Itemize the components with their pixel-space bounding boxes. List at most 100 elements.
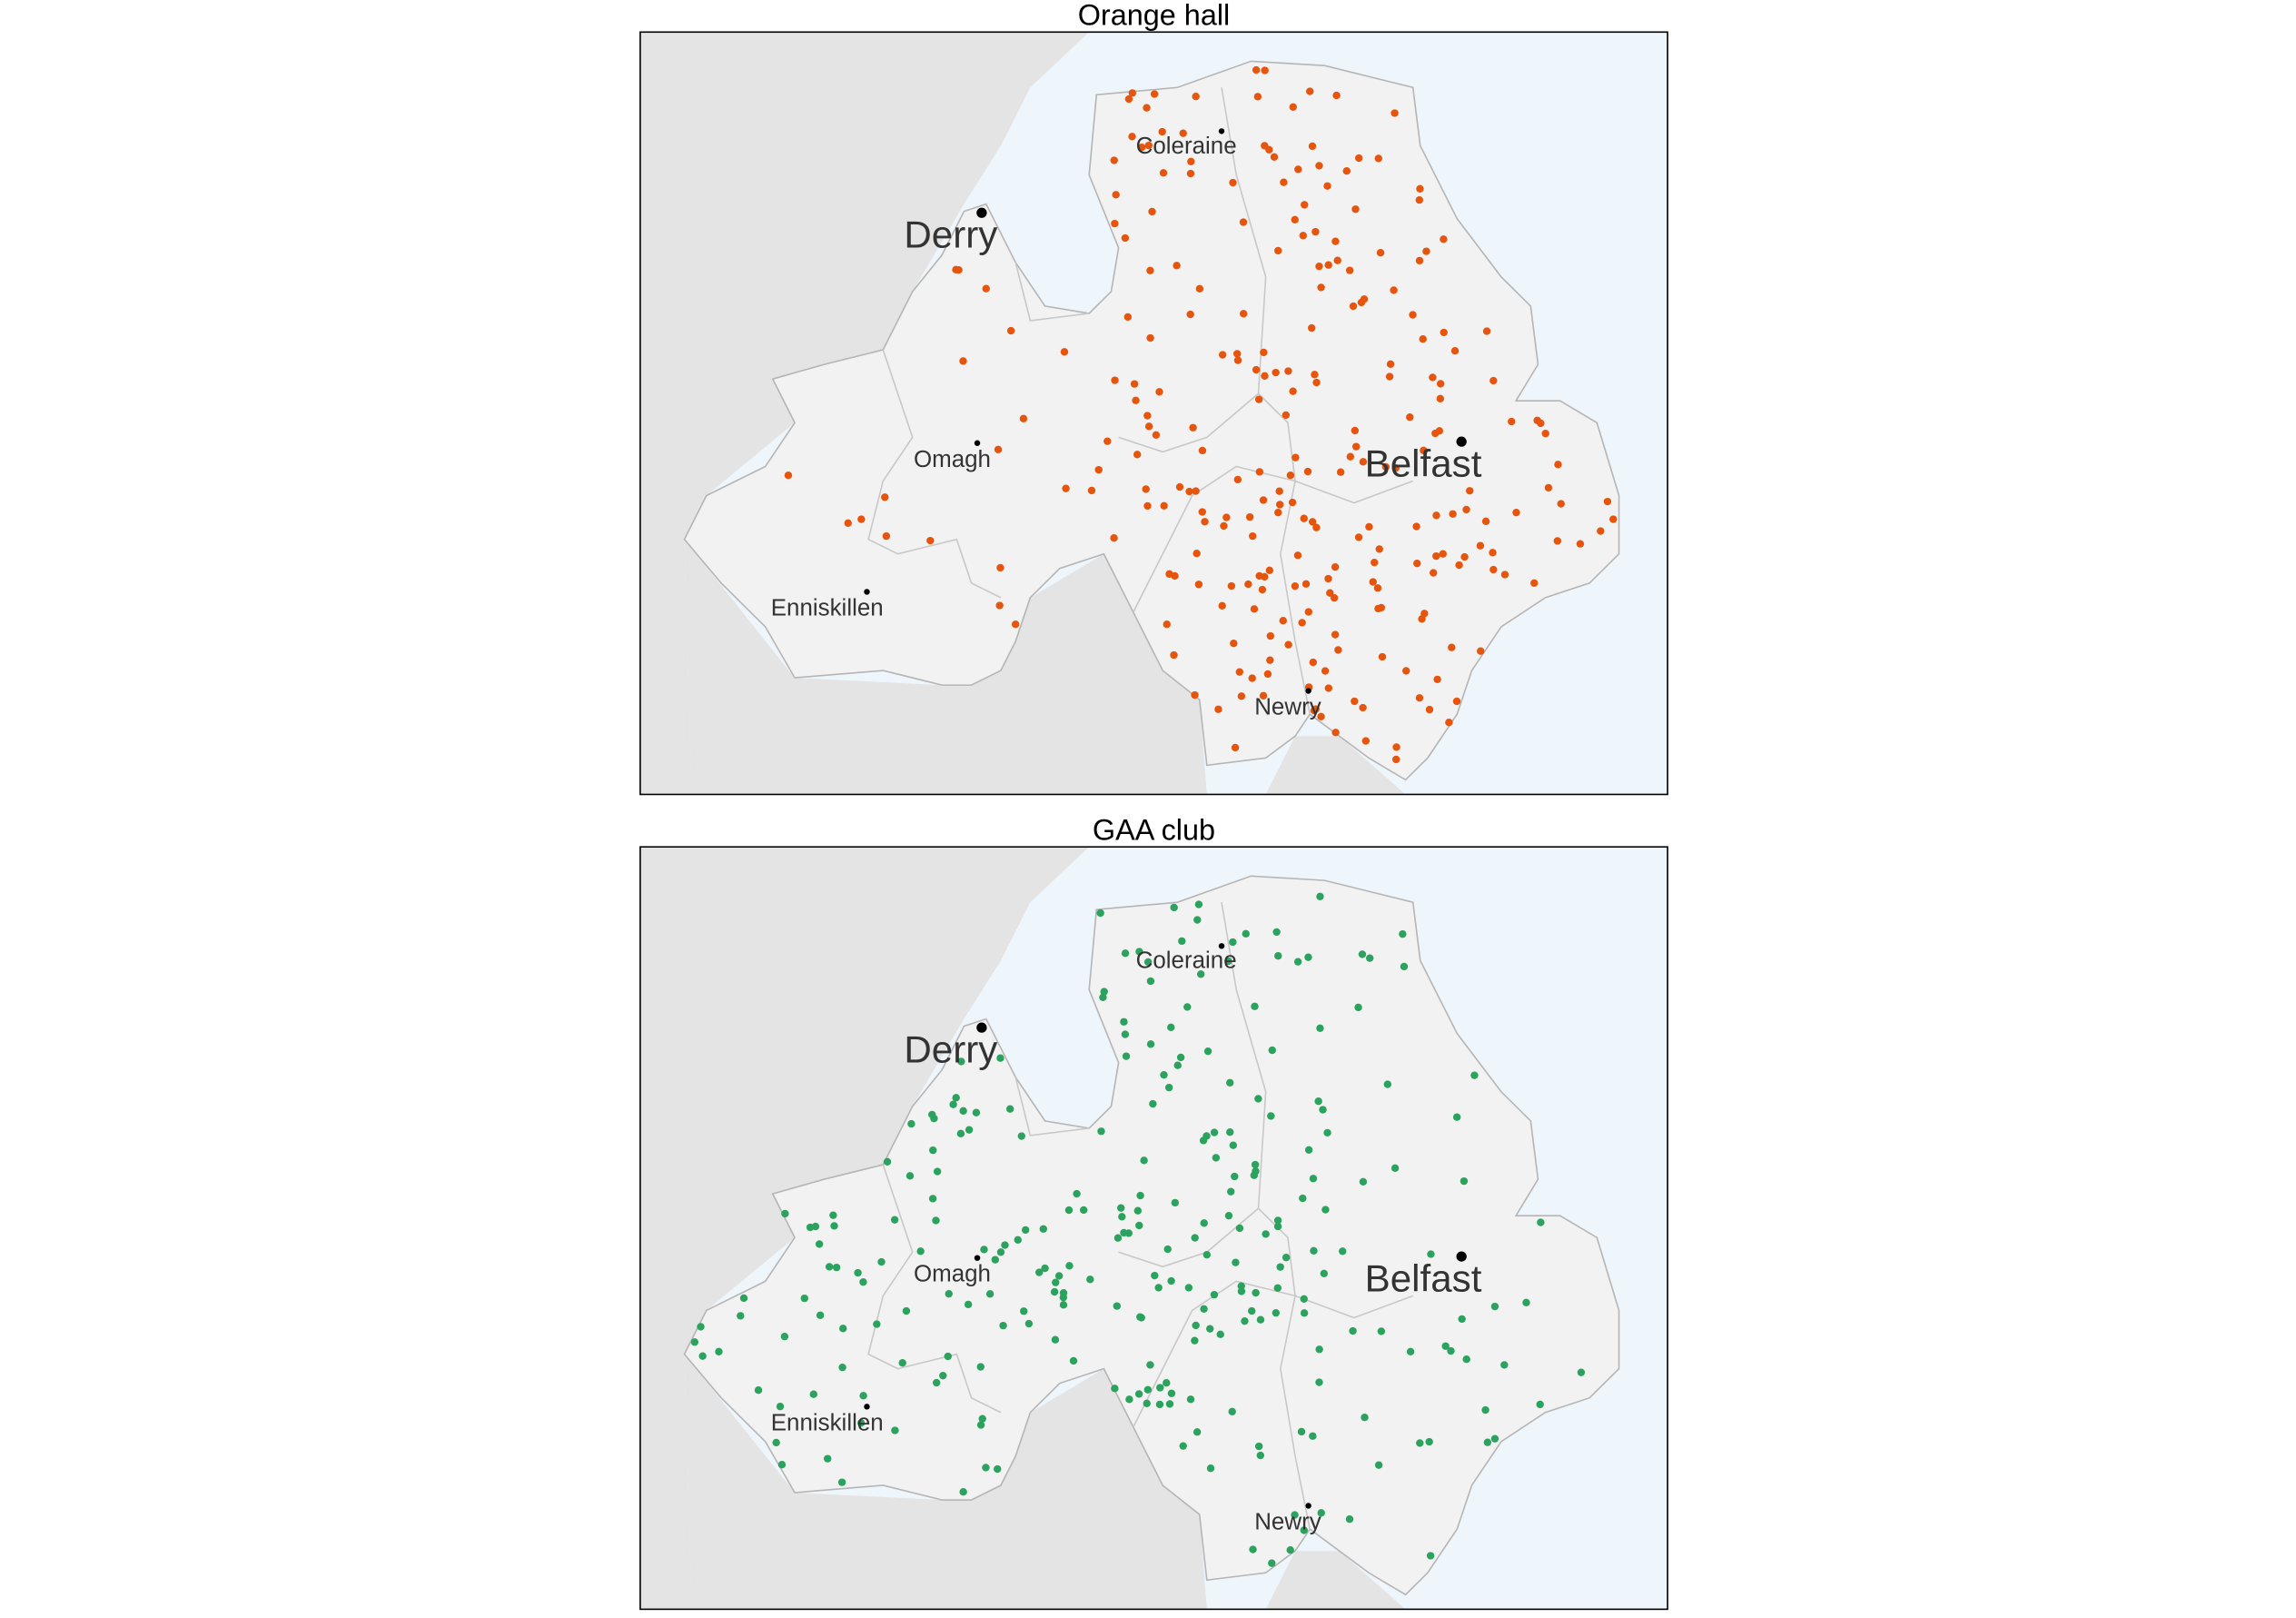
- site-dot: [1229, 938, 1237, 947]
- south-east-land: [1265, 736, 1406, 795]
- site-dot: [1136, 1313, 1144, 1321]
- site-dot: [994, 445, 1003, 454]
- site-dot: [1201, 518, 1209, 526]
- city-dot: [1456, 436, 1467, 447]
- site-dot: [1345, 266, 1354, 274]
- site-dot: [1086, 1276, 1094, 1284]
- site-dot: [1041, 1264, 1049, 1273]
- site-dot: [1135, 1221, 1143, 1230]
- site-dot: [1603, 497, 1612, 506]
- boundary: [1118, 392, 1260, 453]
- site-dot: [902, 1306, 911, 1315]
- site-dot: [1167, 1276, 1175, 1285]
- site-dot: [1316, 892, 1324, 900]
- site-dot: [881, 493, 889, 501]
- site-dot: [859, 1392, 867, 1400]
- site-dot: [1011, 620, 1020, 629]
- site-dot: [832, 1263, 841, 1272]
- site-dot: [1227, 1187, 1235, 1196]
- panel-title: Orange hall: [1078, 0, 1231, 32]
- site-dot: [1346, 452, 1355, 461]
- site-dot: [1256, 1451, 1265, 1460]
- site-dot: [1140, 1156, 1148, 1165]
- site-dot: [1275, 487, 1283, 495]
- site-dot: [844, 519, 852, 528]
- site-dot: [816, 1311, 825, 1319]
- site-dot: [1263, 670, 1272, 679]
- site-dot: [1332, 91, 1341, 100]
- site-dot: [1069, 1356, 1078, 1365]
- site-dot: [907, 1119, 915, 1128]
- site-dot: [1189, 423, 1197, 432]
- site-dot: [1481, 517, 1490, 525]
- site-dot: [1489, 565, 1498, 574]
- site-dot: [1170, 903, 1178, 912]
- site-dot: [1149, 1099, 1157, 1108]
- site-dot: [1203, 1047, 1212, 1056]
- site-dot: [1452, 1113, 1461, 1121]
- map-panel: Orange hall Derry Coleraine Omagh Belfast Enn…: [639, 0, 1668, 796]
- site-dot: [1224, 957, 1232, 966]
- site-dot: [1261, 142, 1269, 150]
- site-dot: [1206, 1325, 1214, 1333]
- boundary: [1133, 1280, 1296, 1428]
- map-inner: Derry Coleraine Omagh Belfast Enniskillen New…: [639, 847, 1668, 1610]
- site-dot: [1250, 1171, 1259, 1179]
- site-dot: [995, 601, 1004, 610]
- site-dot: [1317, 283, 1325, 292]
- site-dot: [815, 1240, 824, 1248]
- site-dot: [1415, 694, 1424, 702]
- site-dot: [1050, 1287, 1059, 1296]
- site-dot: [1200, 1305, 1208, 1314]
- site-dot: [1179, 1442, 1187, 1450]
- site-dot: [856, 1419, 866, 1427]
- site-dot: [1481, 1405, 1489, 1415]
- site-dot: [1143, 958, 1153, 967]
- site-dot: [697, 1323, 705, 1331]
- site-dot: [1059, 1301, 1068, 1309]
- site-dot: [1241, 1316, 1249, 1325]
- site-dot: [1251, 1002, 1259, 1010]
- site-dot: [1255, 571, 1263, 581]
- ni: [683, 60, 1620, 781]
- site-dot: [854, 1268, 862, 1277]
- site-dot: [1229, 1141, 1238, 1149]
- site-dot: [1148, 207, 1156, 216]
- site-dot: [928, 1110, 936, 1119]
- site-dot: [830, 1222, 838, 1230]
- site-dot: [1210, 1290, 1219, 1299]
- site-dot: [1326, 589, 1334, 597]
- site-dot: [1163, 1245, 1172, 1254]
- site-dot: [1482, 327, 1491, 335]
- city-dot: [974, 1255, 981, 1261]
- site-dot: [1458, 1315, 1466, 1324]
- site-dot: [1402, 667, 1410, 675]
- site-dot: [1299, 1194, 1307, 1203]
- site-dot: [1597, 527, 1605, 535]
- site-dot: [1252, 65, 1261, 74]
- boundary: [1014, 1077, 1090, 1137]
- site-dot: [1137, 144, 1146, 152]
- site-dot: [1006, 326, 1015, 335]
- site-dot: [1306, 87, 1314, 95]
- site-dot: [1284, 367, 1292, 375]
- site-dot: [1123, 313, 1133, 322]
- site-dot: [1512, 508, 1520, 517]
- site-dot: [1466, 487, 1474, 495]
- site-dot: [1576, 540, 1585, 548]
- site-dot: [1399, 929, 1407, 938]
- site-dot: [1320, 1269, 1329, 1278]
- site-dot: [1158, 127, 1166, 136]
- site-dot: [1260, 348, 1268, 357]
- site-dot: [1274, 246, 1282, 255]
- site-dot: [1176, 1053, 1185, 1062]
- site-dot: [1220, 521, 1228, 531]
- site-dot: [1377, 603, 1386, 612]
- site-dot: [776, 1403, 785, 1411]
- site-dot: [1210, 1128, 1219, 1137]
- site-dot: [956, 1129, 965, 1137]
- site-dot: [857, 515, 866, 523]
- site-dot: [1280, 178, 1288, 186]
- site-dot: [1476, 541, 1485, 550]
